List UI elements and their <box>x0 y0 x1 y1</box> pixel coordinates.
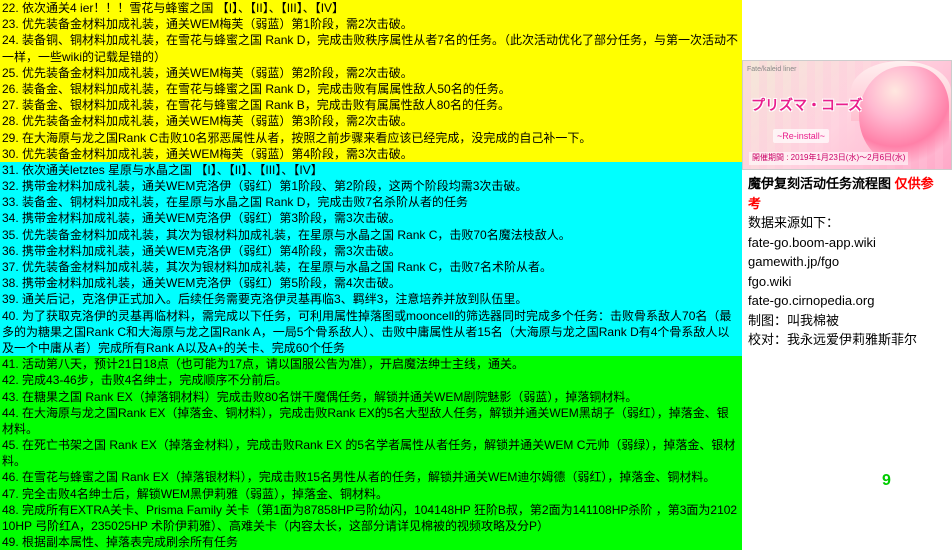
info-title: 魔伊复刻活动任务流程图 <box>748 176 891 191</box>
side-panel: Fate/kaleid liner プリズマ・コーズ ~Re-install~ … <box>742 60 952 354</box>
task-line-42: 42. 完成43-46步，击败4名绅士，完成顺序不分前后。 <box>0 372 742 388</box>
event-banner: Fate/kaleid liner プリズマ・コーズ ~Re-install~ … <box>742 60 952 170</box>
banner-subtitle: ~Re-install~ <box>773 129 829 143</box>
task-line-31: 31. 依次通关letztes 星原与水晶之国 【I】、【II】、【III】、【… <box>0 162 742 178</box>
info-src2: gamewith.jp/fgo <box>748 252 946 272</box>
task-line-29: 29. 在大海原与龙之国Rank C击败10名邪恶属性从者，按照之前步骤来看应该… <box>0 130 742 146</box>
task-line-47: 47. 完全击败4名绅士后，解锁WEM黑伊莉雅（弱蓝），掉落金、铜材料。 <box>0 486 742 502</box>
info-review: 我永远爱伊莉雅斯菲尔 <box>787 332 917 347</box>
banner-date: 開催期間 : 2019年1月23日(水)～2月6日(水) <box>749 152 908 165</box>
banner-top-text: Fate/kaleid liner <box>747 65 796 74</box>
task-line-45: 45. 在死亡书架之国 Rank EX（掉落金材料），完成击败Rank EX 的… <box>0 437 742 469</box>
info-author-label: 制图： <box>748 313 787 328</box>
task-line-44: 44. 在大海原与龙之国Rank EX（掉落金、铜材料），完成击败Rank EX… <box>0 405 742 437</box>
task-line-25: 25. 优先装备金材料加成礼装，通关WEM梅芙（弱蓝）第2阶段，需2次击破。 <box>0 65 742 81</box>
info-box: 魔伊复刻活动任务流程图 仅供参考 数据来源如下： fate-go.boom-ap… <box>742 170 952 354</box>
task-line-22: 22. 依次通关4 ier！！！雪花与蜂蜜之国 【I】、【II】、【III】、【… <box>0 0 742 16</box>
info-src1: fate-go.boom-app.wiki <box>748 233 946 253</box>
task-line-46: 46. 在雪花与蜂蜜之国 Rank EX（掉落银材料），完成击败15名男性从者的… <box>0 469 742 485</box>
task-line-40: 40. 为了获取克洛伊的灵基再临材料，需完成以下任务，可利用属性掉落图或moon… <box>0 308 742 357</box>
info-review-row: 校对：我永远爱伊莉雅斯菲尔 <box>748 330 946 350</box>
task-list: 22. 依次通关4 ier！！！雪花与蜂蜜之国 【I】、【II】、【III】、【… <box>0 0 742 550</box>
task-line-32: 32. 携带金材料加成礼装，通关WEM克洛伊（弱红）第1阶段、第2阶段，这两个阶… <box>0 178 742 194</box>
task-line-43: 43. 在糖果之国 Rank EX（掉落铜材料）完成击败80名饼干魔偶任务，解锁… <box>0 389 742 405</box>
task-line-38: 38. 携带金材料加成礼装，通关WEM克洛伊（弱红）第5阶段，需4次击破。 <box>0 275 742 291</box>
task-line-35: 35. 优先装备金材料加成礼装，其次为银材料加成礼装，在星原与水晶之国 Rank… <box>0 227 742 243</box>
task-line-30: 30. 优先装备金材料加成礼装，通关WEM梅芙（弱蓝）第4阶段，需3次击破。 <box>0 146 742 162</box>
task-line-49: 49. 根据副本属性、掉落表完成刷余所有任务 <box>0 534 742 550</box>
info-review-label: 校对： <box>748 332 787 347</box>
task-line-24: 24. 装备铜、铜材料加成礼装，在雪花与蜂蜜之国 Rank D，完成击败秩序属性… <box>0 32 742 64</box>
banner-logo: プリズマ・コーズ <box>751 96 862 115</box>
info-src4: fate-go.cirnopedia.org <box>748 291 946 311</box>
info-author-row: 制图：叫我棉被 <box>748 311 946 331</box>
info-src-label: 数据来源如下： <box>748 213 946 233</box>
watermark-icon <box>876 470 898 492</box>
task-line-28: 28. 优先装备金材料加成礼装，通关WEM梅芙（弱蓝）第3阶段，需2次击破。 <box>0 113 742 129</box>
banner-char <box>859 66 949 166</box>
watermark: 九游 <box>876 467 942 494</box>
info-title-row: 魔伊复刻活动任务流程图 仅供参考 <box>748 174 946 213</box>
task-line-33: 33. 装备金、铜材料加成礼装，在星原与水晶之国 Rank D，完成击败7名杀阶… <box>0 194 742 210</box>
watermark-text: 九游 <box>902 467 942 494</box>
task-line-39: 39. 通关后记，克洛伊正式加入。后续任务需要克洛伊灵基再临3、羁绊3，注意培养… <box>0 291 742 307</box>
task-line-41: 41. 活动第八天，预计21日18点（也可能为17点，请以国服公告为准），开启魔… <box>0 356 742 372</box>
task-line-37: 37. 优先装备金材料加成礼装，其次为银材料加成礼装，在星原与水晶之国 Rank… <box>0 259 742 275</box>
task-line-34: 34. 携带金材料加成礼装，通关WEM克洛伊（弱红）第3阶段，需3次击破。 <box>0 210 742 226</box>
task-line-48: 48. 完成所有EXTRA关卡、Prisma Family 关卡（第1面为878… <box>0 502 742 534</box>
info-author: 叫我棉被 <box>787 313 839 328</box>
task-line-27: 27. 装备金、银材料加成礼装，在雪花与蜂蜜之国 Rank B，完成击败有属属性… <box>0 97 742 113</box>
info-src3: fgo.wiki <box>748 272 946 292</box>
task-line-36: 36. 携带金材料加成礼装，通关WEM克洛伊（弱红）第4阶段，需3次击破。 <box>0 243 742 259</box>
task-line-23: 23. 优先装备金材料加成礼装，通关WEM梅芙（弱蓝）第1阶段，需2次击破。 <box>0 16 742 32</box>
task-line-26: 26. 装备金、银材料加成礼装，在雪花与蜂蜜之国 Rank D，完成击败有属属性… <box>0 81 742 97</box>
